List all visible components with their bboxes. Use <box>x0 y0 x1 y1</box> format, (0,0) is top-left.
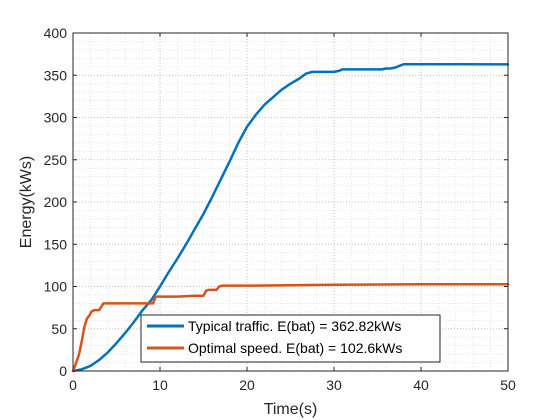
x-tick-label: 30 <box>326 377 342 393</box>
legend-label-typical: Typical traffic. E(bat) = 362.82kWs <box>188 318 401 334</box>
y-tick-label: 200 <box>44 194 68 210</box>
x-tick-label: 0 <box>69 377 77 393</box>
y-tick-label: 0 <box>59 363 67 379</box>
y-axis-label: Energy(kWs) <box>18 156 35 248</box>
legend-label-optimal: Optimal speed. E(bat) = 102.6kWs <box>188 340 402 356</box>
x-tick-label: 50 <box>500 377 516 393</box>
y-tick-label: 350 <box>44 67 68 83</box>
y-tick-label: 50 <box>51 321 67 337</box>
series-line-0 <box>71 63 510 373</box>
x-tick-label: 10 <box>152 377 168 393</box>
y-tick-label: 150 <box>44 236 68 252</box>
y-tick-label: 250 <box>44 152 68 168</box>
y-tick-label: 400 <box>44 25 68 41</box>
y-tick-label: 100 <box>44 279 68 295</box>
legend-box <box>140 314 441 363</box>
series-layer <box>71 63 510 373</box>
x-tick-label: 40 <box>413 377 429 393</box>
x-axis-ticks: 0 10 20 30 40 50 <box>69 33 516 393</box>
series-line-1 <box>71 283 510 373</box>
legend: Typical traffic. E(bat) = 362.82kWs Opti… <box>140 314 441 363</box>
y-tick-label: 300 <box>44 110 68 126</box>
x-tick-label: 20 <box>239 377 255 393</box>
y-axis-ticks: 0 50 100 150 200 250 300 350 400 <box>44 25 508 379</box>
x-axis-label: Time(s) <box>264 401 318 418</box>
